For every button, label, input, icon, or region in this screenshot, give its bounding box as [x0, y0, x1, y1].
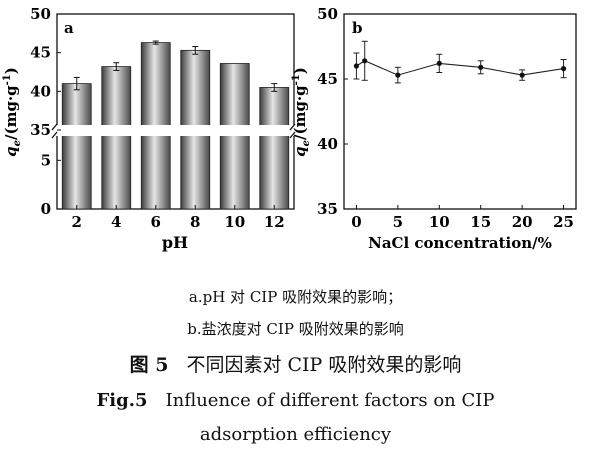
chart-b-panel-label: b	[352, 19, 363, 37]
chart-a-ylabel-close: )	[2, 67, 20, 74]
caption-zh-label: 图 5	[129, 354, 169, 376]
x-tick-label-25: 25	[553, 213, 574, 231]
data-point-10	[436, 60, 442, 66]
caption-en-label: Fig.5	[96, 390, 148, 411]
chart-b-ylabel-symbol: q	[291, 146, 309, 157]
y-tick-label-45: 45	[30, 44, 51, 62]
bar-12	[259, 87, 290, 210]
data-point-25	[560, 66, 567, 72]
data-point-5	[395, 72, 401, 78]
y-tick-label-0: 0	[41, 200, 51, 218]
chart-b-xlabel: NaCl concentration/%	[368, 234, 552, 252]
data-point-0	[353, 63, 360, 69]
x-tick-label-2: 2	[72, 213, 82, 231]
x-tick-label-15: 15	[470, 213, 491, 231]
bar-10	[219, 63, 250, 210]
caption-en-line2: adsorption efficiency	[199, 424, 392, 445]
x-tick-label-8: 8	[190, 213, 200, 231]
caption-en-title-line1: Influence of different factors on CIP	[165, 390, 495, 411]
chart-a-ylabel: qe/(mg·g-1)	[2, 67, 23, 157]
x-tick-label-6: 6	[151, 213, 161, 231]
caption-en: Fig.5 Influence of different factors on C…	[0, 390, 591, 411]
caption-sub-b: b.盐浓度对 CIP 吸附效果的影响	[187, 320, 404, 338]
y-tick-label-35: 35	[317, 200, 338, 218]
caption-zh-title: 不同因素对 CIP 吸附效果的影响	[186, 354, 462, 376]
chart-b-ylabel-unit: /(mg·g	[291, 85, 309, 140]
chart-a-axis-break	[50, 125, 300, 136]
data-point-20	[519, 72, 525, 78]
chart-a-ylabel-sub: e	[12, 140, 23, 146]
chart-b-frame	[343, 13, 577, 210]
y-tick-label-40: 40	[317, 135, 338, 153]
chart-a-break-mark-left	[51, 123, 58, 139]
chart-b-ylabel-close: )	[291, 67, 309, 74]
caption-sub-a: a.pH 对 CIP 吸附效果的影响；	[188, 288, 403, 306]
bar-4	[101, 66, 132, 210]
chart-a-ylabel-unit: /(mg·g	[2, 85, 20, 140]
y-tick-label-45: 45	[317, 70, 338, 88]
chart-b-ylabel-exp: -1	[291, 74, 302, 85]
chart-a-break-mark-right	[289, 123, 296, 139]
chart-a-ylabel-symbol: q	[2, 146, 20, 157]
x-tick-label-10: 10	[224, 213, 245, 231]
y-tick-label-5: 5	[41, 151, 51, 169]
bar-2	[61, 83, 92, 210]
y-tick-label-40: 40	[30, 82, 51, 100]
chart-a-panel-label: a	[64, 19, 74, 37]
y-tick-label-50: 50	[317, 5, 338, 23]
y-tick-label-35: 35	[30, 121, 51, 139]
chart-a-frame	[56, 13, 295, 210]
chart-a-ylabel-exp: -1	[2, 74, 13, 85]
x-tick-label-0: 0	[351, 213, 361, 231]
x-tick-label-5: 5	[393, 213, 403, 231]
x-tick-label-12: 12	[264, 213, 285, 231]
chart-b: b 0 5 10 15 20 25 35 40 45 50 NaCl concentration/…	[291, 5, 577, 252]
chart-b-ylabel-sub: e	[301, 140, 312, 146]
chart-b-ylabel: qe/(mg·g-1)	[291, 67, 312, 157]
data-point-1	[362, 58, 368, 64]
y-tick-label-50: 50	[30, 5, 51, 23]
data-point-15	[478, 64, 484, 70]
caption-zh: 图 5 不同因素对 CIP 吸附效果的影响	[0, 350, 591, 377]
x-tick-label-4: 4	[111, 213, 121, 231]
chart-a-xlabel: pH	[162, 233, 188, 252]
series-line	[356, 60, 564, 76]
x-tick-label-10: 10	[429, 213, 450, 231]
x-tick-label-20: 20	[512, 213, 533, 231]
